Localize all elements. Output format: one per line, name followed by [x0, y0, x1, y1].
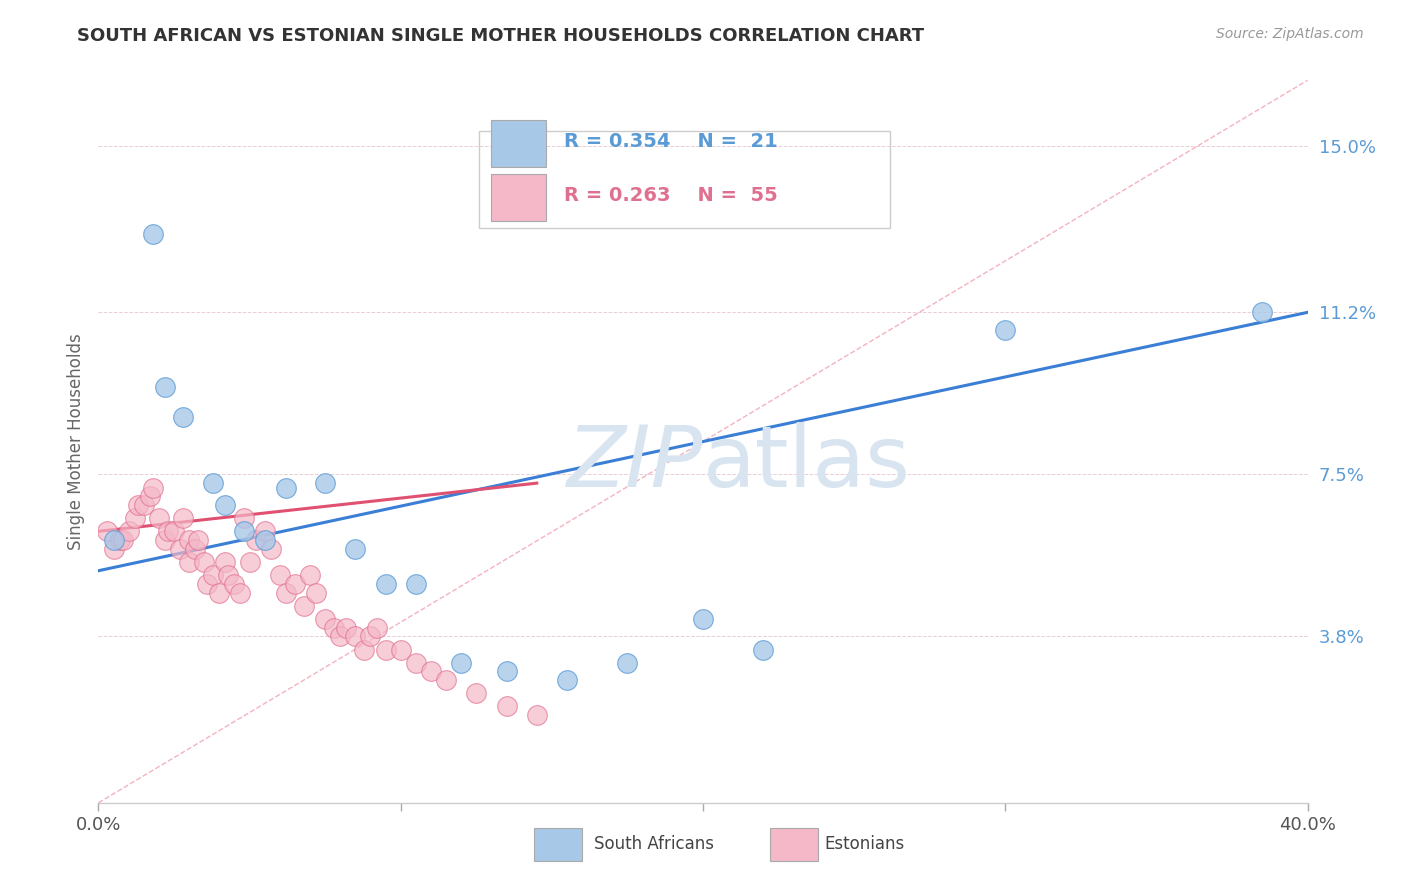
Point: [156, 524, 179, 539]
Point: [103, 541, 125, 556]
Point: [465, 686, 488, 700]
Point: [217, 568, 239, 582]
Point: [169, 541, 191, 556]
Point: [329, 629, 352, 643]
Point: [495, 665, 517, 679]
Text: South Africans: South Africans: [595, 835, 714, 853]
Point: [195, 577, 218, 591]
Text: Source: ZipAtlas.com: Source: ZipAtlas.com: [1216, 27, 1364, 41]
Point: [405, 577, 427, 591]
Point: [366, 621, 388, 635]
Point: [434, 673, 457, 688]
Point: [450, 656, 472, 670]
Point: [202, 568, 225, 582]
Point: [193, 555, 215, 569]
Point: [214, 555, 236, 569]
Point: [153, 533, 176, 547]
Point: [260, 541, 283, 556]
Point: [124, 511, 146, 525]
Point: [232, 524, 254, 539]
Point: [214, 498, 236, 512]
Point: [360, 629, 382, 643]
Point: [555, 673, 578, 688]
Text: atlas: atlas: [703, 422, 911, 505]
Point: [495, 699, 517, 714]
Point: [111, 533, 134, 547]
Point: [405, 656, 427, 670]
Point: [172, 511, 194, 525]
Point: [118, 524, 141, 539]
Point: [299, 568, 322, 582]
Point: [353, 642, 375, 657]
Text: Estonians: Estonians: [824, 835, 904, 853]
Text: SOUTH AFRICAN VS ESTONIAN SINGLE MOTHER HOUSEHOLDS CORRELATION CHART: SOUTH AFRICAN VS ESTONIAN SINGLE MOTHER …: [77, 27, 925, 45]
FancyBboxPatch shape: [534, 828, 582, 861]
Point: [239, 555, 262, 569]
Point: [229, 585, 252, 599]
Point: [420, 665, 443, 679]
Point: [323, 621, 346, 635]
Point: [314, 612, 336, 626]
Text: R = 0.263    N =  55: R = 0.263 N = 55: [564, 186, 778, 205]
Point: [752, 642, 775, 657]
Point: [224, 577, 246, 591]
Point: [202, 476, 225, 491]
Point: [292, 599, 315, 613]
Y-axis label: Single Mother Households: Single Mother Households: [66, 334, 84, 549]
Point: [187, 533, 209, 547]
Point: [344, 629, 367, 643]
Point: [139, 489, 162, 503]
FancyBboxPatch shape: [492, 120, 546, 167]
Point: [305, 585, 328, 599]
Point: [153, 380, 176, 394]
Point: [274, 481, 297, 495]
Point: [374, 577, 396, 591]
Point: [274, 585, 297, 599]
Point: [389, 642, 412, 657]
Point: [344, 541, 367, 556]
Point: [1251, 305, 1274, 319]
Point: [142, 481, 165, 495]
Point: [163, 524, 186, 539]
Point: [148, 511, 170, 525]
Point: [127, 498, 149, 512]
Point: [132, 498, 155, 512]
Point: [172, 410, 194, 425]
Point: [103, 533, 125, 547]
Point: [269, 568, 291, 582]
Point: [284, 577, 307, 591]
Point: [616, 656, 638, 670]
Point: [335, 621, 357, 635]
Point: [208, 585, 231, 599]
FancyBboxPatch shape: [492, 174, 546, 221]
Point: [179, 555, 201, 569]
Text: R = 0.354    N =  21: R = 0.354 N = 21: [564, 132, 778, 152]
Point: [232, 511, 254, 525]
Point: [108, 533, 131, 547]
Point: [184, 541, 207, 556]
Text: ZIP: ZIP: [567, 422, 703, 505]
Point: [245, 533, 267, 547]
Point: [142, 227, 165, 241]
Point: [179, 533, 201, 547]
Point: [253, 524, 276, 539]
Point: [314, 476, 336, 491]
Point: [253, 533, 276, 547]
Point: [994, 323, 1017, 337]
FancyBboxPatch shape: [769, 828, 818, 861]
Point: [526, 708, 548, 723]
Point: [692, 612, 714, 626]
Point: [96, 524, 118, 539]
Point: [374, 642, 396, 657]
